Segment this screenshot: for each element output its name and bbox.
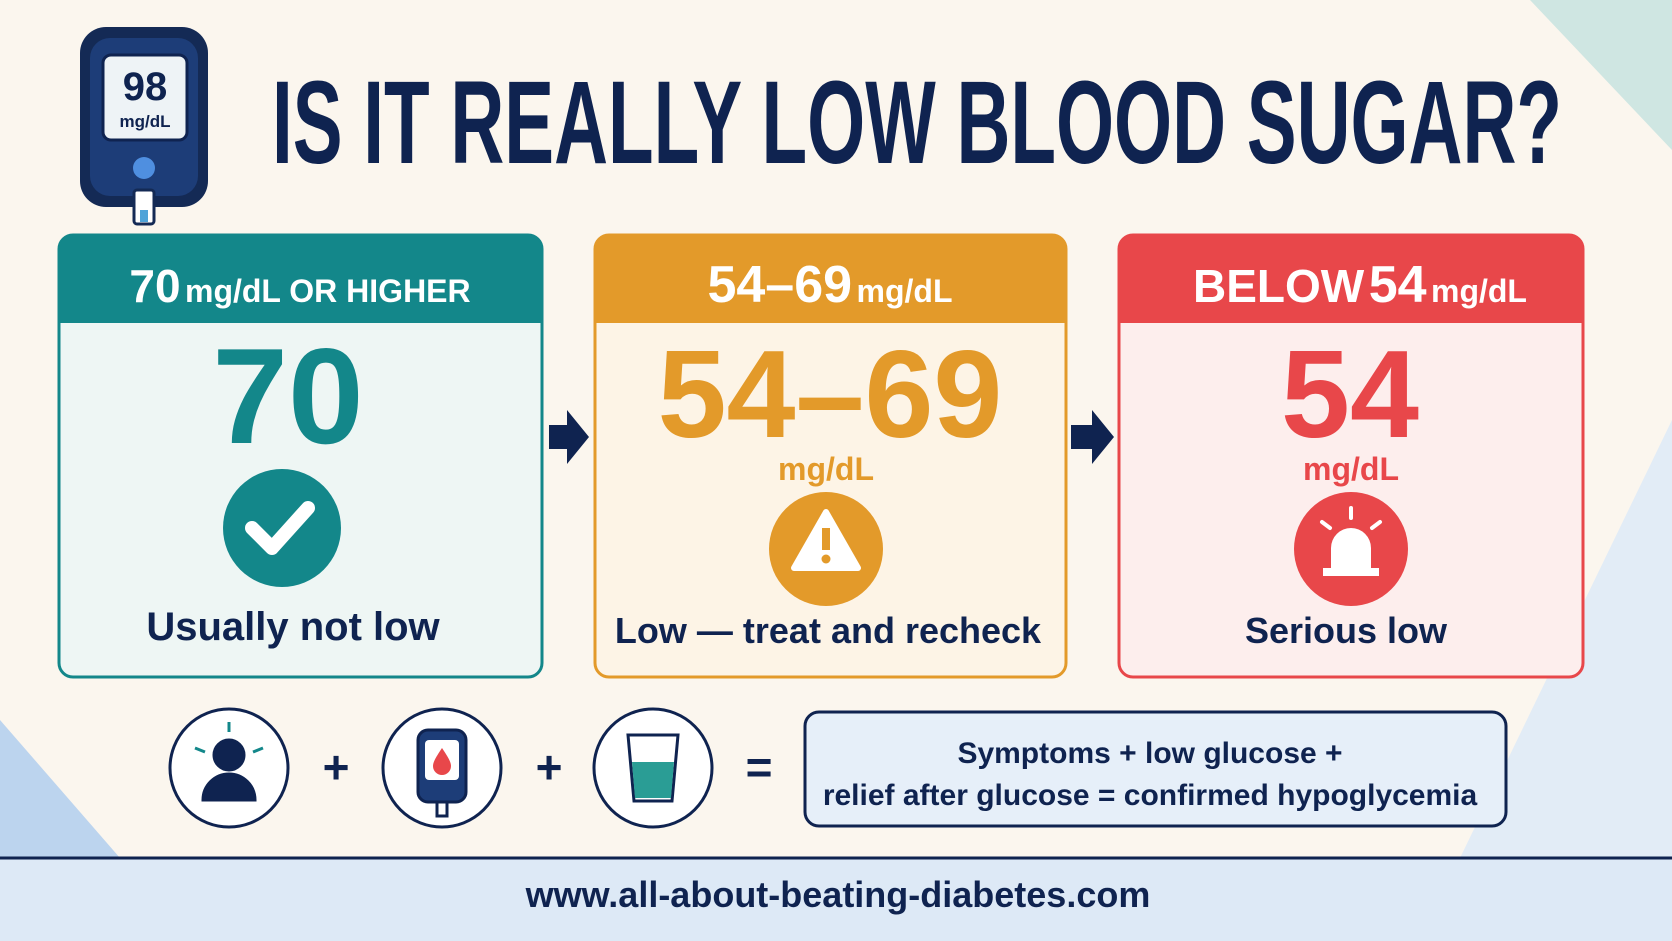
card-caption: Serious low	[1245, 610, 1448, 651]
header-number: 54	[1369, 256, 1427, 314]
header-prefix: BELOW	[1193, 260, 1365, 312]
card-header: BELOW 54 mg/dL	[1193, 256, 1527, 314]
meter-reading: 98	[123, 65, 168, 109]
card-value: 54–69	[658, 326, 1003, 464]
plus: +	[536, 741, 563, 793]
formula-box	[803, 710, 1508, 828]
card-caption: Usually not low	[146, 605, 440, 649]
meter-unit: mg/dL	[120, 112, 171, 131]
arrow	[549, 410, 589, 464]
card-unit: mg/dL	[778, 451, 874, 487]
header-number: 54–69	[707, 256, 852, 314]
card: BELOW 54 mg/dL 54 mg/dL Serious low	[1117, 233, 1585, 679]
card-value: 70	[212, 320, 363, 472]
meter: 98 mg/dL	[80, 27, 208, 226]
header-unit: mg/dL	[857, 273, 953, 309]
card: 54–69 mg/dL 54–69 mg/dL Low — treat and …	[593, 233, 1068, 679]
plus: +	[323, 741, 350, 793]
decor	[1530, 0, 1672, 150]
card-value: 54	[1281, 326, 1419, 464]
formula-line: Symptoms + low glucose +	[957, 737, 1342, 770]
card-header: 70 mg/dL OR HIGHER	[129, 260, 470, 312]
card-header: 54–69 mg/dL	[707, 256, 952, 314]
footer	[0, 858, 1672, 941]
card-caption: Low — treat and recheck	[615, 610, 1042, 651]
footer-url: www.all-about-beating-diabetes.com	[525, 874, 1151, 915]
equals: =	[746, 741, 773, 793]
header-number: 70	[129, 260, 180, 312]
formula-line: relief after glucose = confirmed hypogly…	[823, 779, 1478, 812]
decor	[0, 720, 120, 858]
header-unit: mg/dL OR HIGHER	[185, 273, 471, 309]
card: 70 mg/dL OR HIGHER 70 Usually not low	[57, 233, 544, 679]
header-unit: mg/dL	[1431, 273, 1527, 309]
formula-icons	[168, 707, 714, 829]
title: IS IT REALLY LOW BLOOD SUGAR?	[272, 57, 1562, 189]
card-unit: mg/dL	[1303, 451, 1399, 487]
arrow	[1071, 410, 1114, 464]
